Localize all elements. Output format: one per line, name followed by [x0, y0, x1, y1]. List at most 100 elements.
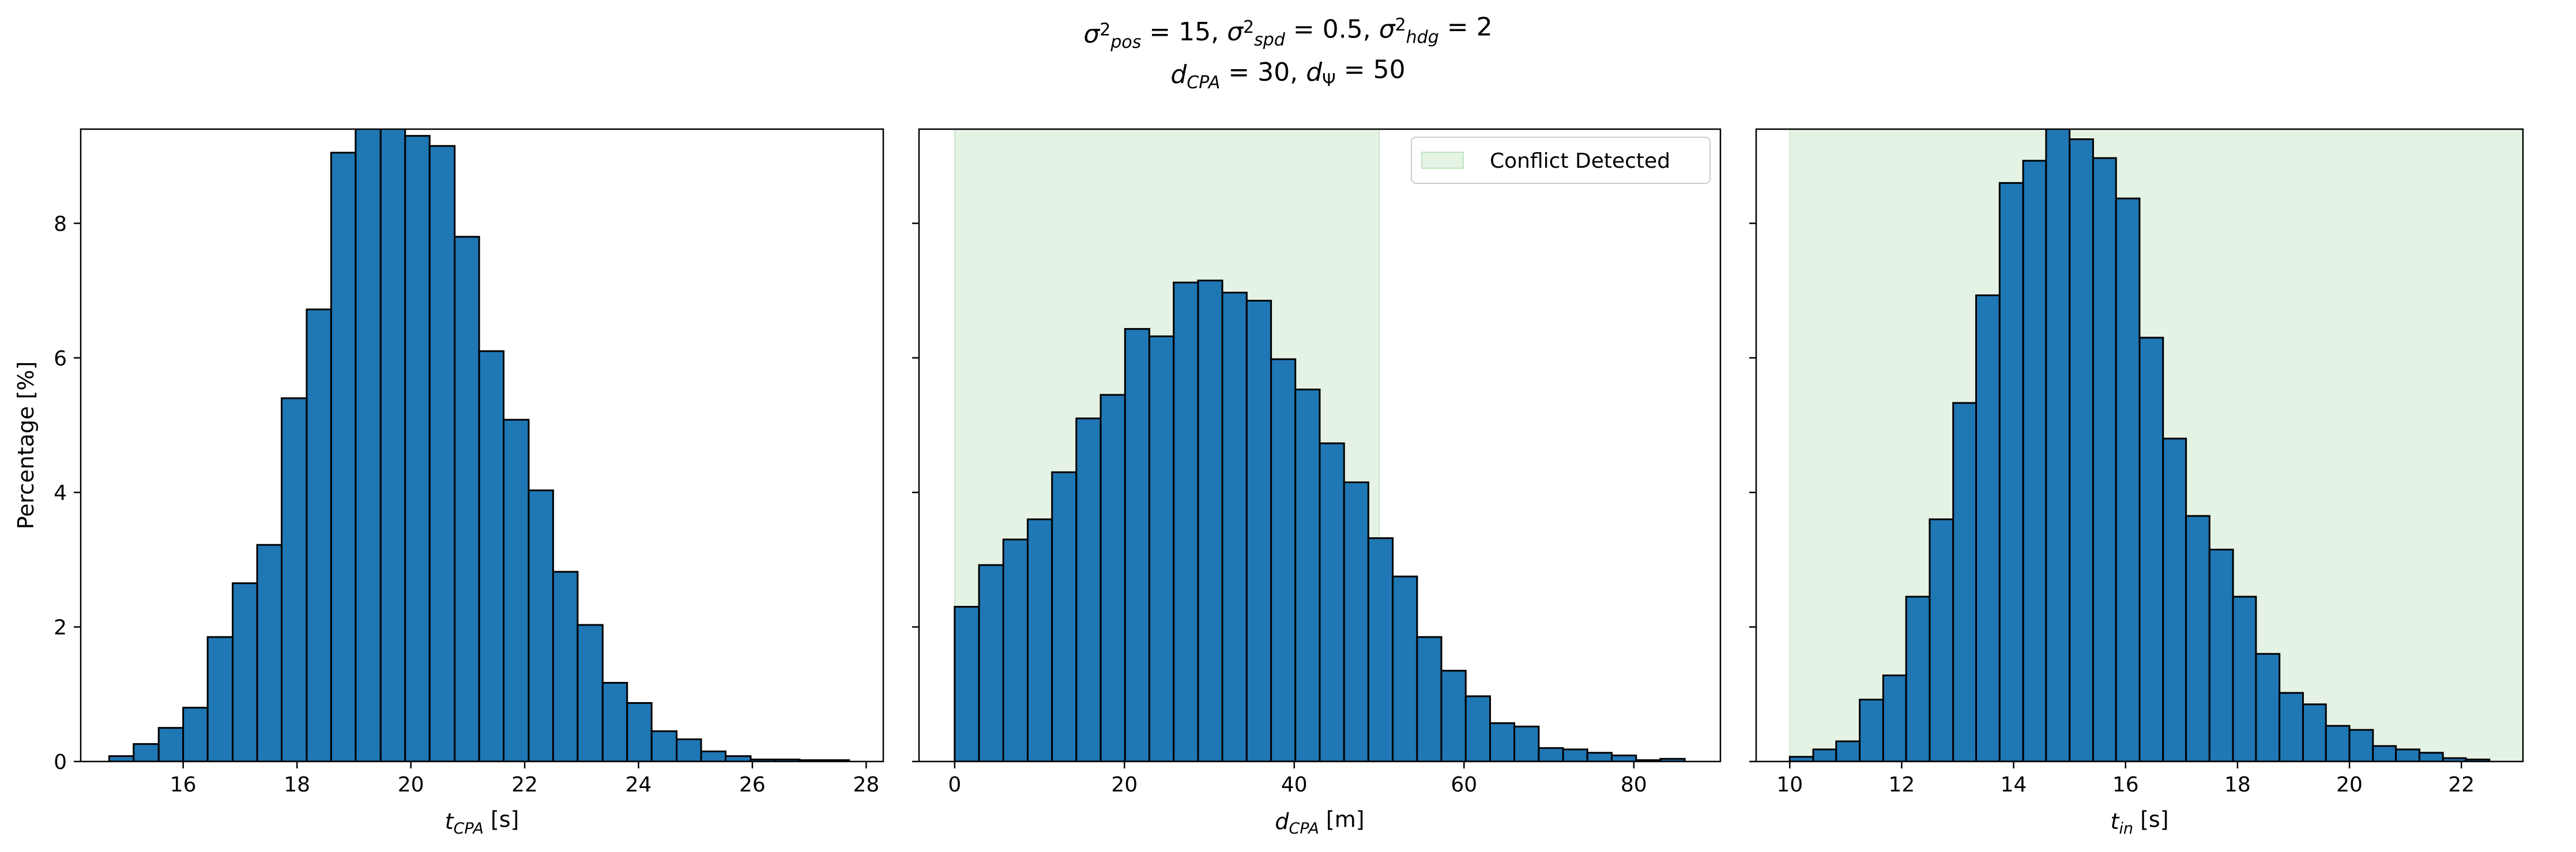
histogram-bar [306, 308, 332, 761]
histogram-bar [954, 606, 980, 761]
histogram-bar [2185, 515, 2210, 761]
x-tick-label: 16 [170, 773, 197, 797]
histogram-bar [1812, 748, 1837, 761]
histogram-bar [2092, 157, 2117, 761]
x-tick-label: 20 [2336, 773, 2363, 797]
histogram-bar [2302, 703, 2327, 761]
histogram-bar [133, 743, 160, 761]
histogram-bar [1975, 294, 2001, 761]
histogram-bar [1221, 292, 1248, 761]
histogram-bar [108, 755, 135, 761]
histogram-bar [428, 145, 456, 761]
histogram-bar [330, 152, 357, 761]
x-tick-label: 20 [1111, 773, 1138, 797]
histogram-bar [404, 135, 431, 761]
histogram-bar [1562, 748, 1588, 761]
x-tick-label: 80 [1621, 773, 1647, 797]
x-tick-label: 14 [2001, 773, 2027, 797]
histogram-bar [725, 755, 752, 761]
histogram-bar [1416, 636, 1443, 761]
histogram-bar [2045, 129, 2071, 761]
axes-frame [1755, 128, 2524, 763]
histogram-bar [676, 738, 702, 761]
histogram-bar [2208, 548, 2234, 761]
histogram-bar [503, 419, 530, 761]
bars [954, 280, 1686, 761]
histogram-bar [1002, 538, 1029, 761]
x-tick-label: 60 [1451, 773, 1477, 797]
histogram-bar [650, 730, 678, 761]
histogram-bar [256, 544, 283, 761]
histogram-bar [2279, 692, 2304, 761]
histogram-bar [1611, 754, 1637, 761]
histogram-bar [1905, 595, 1931, 761]
histogram-bar [577, 624, 604, 761]
x-tick-label: 28 [853, 773, 879, 797]
x-tick-label: 18 [284, 773, 310, 797]
x-tick-label: 24 [626, 773, 652, 797]
histogram-bar [2138, 337, 2164, 761]
bars [1788, 129, 2491, 761]
histogram-bar [2069, 138, 2094, 761]
histogram-bar [232, 582, 258, 761]
histogram-bar [1294, 389, 1321, 761]
bars [108, 129, 850, 761]
histogram-bar [478, 350, 505, 761]
histogram-bar [1099, 394, 1126, 761]
histogram-bar [626, 702, 653, 761]
histogram-bar [1367, 537, 1394, 761]
histogram-bar [700, 750, 727, 761]
panel-2: 0 20 40 60 80 dCPA [m] Conflict Detected [912, 128, 1722, 838]
y-axis-label: Percentage [%] [13, 361, 39, 530]
panel-3: 10 12 14 16 18 20 22 tin [s] [1749, 128, 2524, 838]
histogram-bar [1586, 752, 1613, 761]
histogram-bar [1859, 699, 1884, 761]
histogram-bar [1051, 471, 1078, 761]
histogram-bar [1148, 335, 1175, 761]
y-tick-label: 6 [54, 347, 67, 371]
figure-title-line-1: σ2pos = 15, σ2spd = 0.5, σ2hdg = 2 [1083, 12, 1492, 52]
histogram-bar [1245, 300, 1272, 761]
x-tick-label: 20 [398, 773, 424, 797]
histogram-bar [1538, 747, 1564, 761]
histogram-bar [206, 636, 234, 761]
histogram-bar [1173, 281, 1199, 761]
x-axis-label: dCPA [m] [1275, 807, 1364, 838]
histogram-bar [2115, 197, 2141, 761]
histogram-bar [2325, 725, 2351, 761]
histogram-bar [1464, 695, 1492, 761]
histogram-bar [1882, 674, 1907, 761]
x-tick-label: 22 [511, 773, 538, 797]
legend-swatch [1421, 152, 1464, 169]
histogram-bar [355, 129, 382, 761]
axes-frame [918, 128, 1722, 763]
histogram-bar [1197, 280, 1223, 761]
histogram-bar [157, 727, 184, 761]
histogram-bar [1319, 442, 1345, 761]
x-tick-label: 12 [1889, 773, 1915, 797]
legend: Conflict Detected [1411, 137, 1711, 184]
x-tick-label: 18 [2224, 773, 2251, 797]
x-tick-label: 40 [1281, 773, 1308, 797]
histogram-bar [2232, 595, 2257, 761]
histogram-bar [552, 571, 579, 761]
histogram-bar [1026, 518, 1053, 761]
axes-frame [80, 128, 884, 763]
x-tick-label: 10 [1776, 773, 1803, 797]
x-tick-label: 22 [2448, 773, 2475, 797]
histogram-bar [1489, 722, 1516, 761]
histogram-bar [1998, 182, 2024, 761]
histogram-bar [1440, 669, 1467, 761]
y-tick-label: 8 [54, 212, 67, 236]
histogram-bar [1513, 725, 1540, 761]
histogram-bar [2255, 653, 2281, 761]
histogram-bar [1343, 481, 1369, 761]
histogram-bar [1929, 518, 1954, 761]
histogram-bar [2395, 748, 2420, 761]
histogram-bar [1835, 740, 1861, 761]
legend-label: Conflict Detected [1490, 149, 1670, 173]
y-tick-label: 4 [54, 481, 67, 505]
histogram-bar [2418, 752, 2444, 761]
histogram-bar [2372, 745, 2397, 761]
